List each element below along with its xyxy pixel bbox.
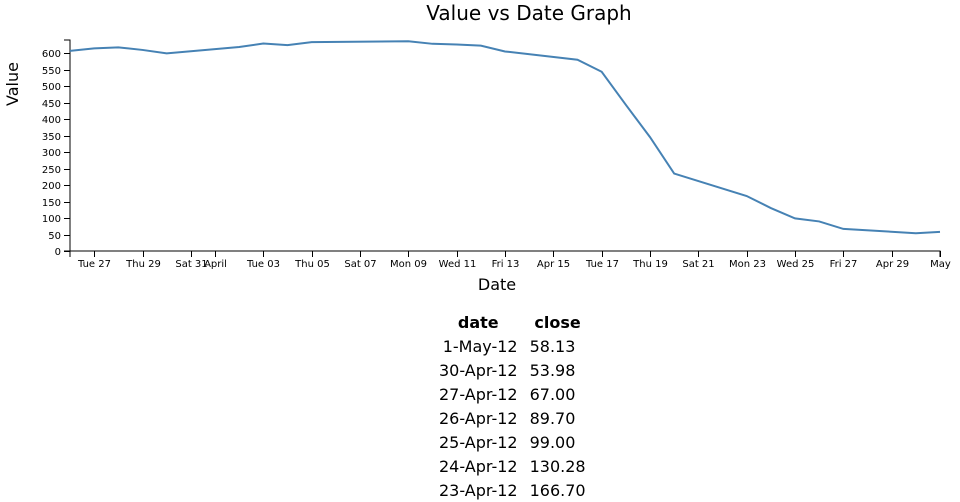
- x-tick-label: Fri 13: [492, 259, 520, 270]
- column-header-date: date: [457, 312, 499, 332]
- table-row: 27-Apr-12 67.00: [433, 382, 592, 406]
- y-axis-line: [64, 39, 71, 252]
- table-header-row: date close: [433, 310, 592, 334]
- y-tick-label: 200: [42, 181, 61, 192]
- x-tick-label: Thu 19: [632, 259, 668, 270]
- x-axis-label: Date: [478, 275, 516, 294]
- x-tick-label: Wed 11: [439, 259, 477, 270]
- table-cell-close: 58.13: [529, 336, 576, 356]
- x-tick-label: Tue 03: [246, 259, 280, 270]
- table-row: 30-Apr-12 53.98: [433, 358, 592, 382]
- x-tick-label: Fri 27: [830, 259, 858, 270]
- y-tick-label: 300: [42, 148, 61, 159]
- y-tick-label: 250: [42, 165, 61, 176]
- table-row: 23-Apr-12 166.70: [433, 478, 592, 502]
- x-tick-label: Sat 31: [175, 259, 207, 270]
- chart-container: Value vs Date Graph Value Date 0 50 100 150…: [3, 1, 951, 294]
- y-tick-label: 450: [42, 99, 61, 110]
- table-cell-close: 130.28: [529, 456, 586, 476]
- table-cell-close: 99.00: [529, 432, 576, 452]
- table-header: date close: [433, 310, 592, 334]
- table-row: 25-Apr-12 99.00: [433, 430, 592, 454]
- line-chart: Value vs Date Graph Value Date 0 50 100 150…: [3, 1, 951, 294]
- x-tick-label: Thu 05: [294, 259, 330, 270]
- y-tick-label: 500: [42, 82, 61, 93]
- table-cell-date: 23-Apr-12: [439, 480, 518, 500]
- table-cell-date: 1-May-12: [442, 336, 518, 356]
- y-tick-label: 550: [42, 66, 61, 77]
- y-tick-label: 0: [55, 247, 61, 258]
- table-cell-close: 67.00: [529, 384, 576, 404]
- table-cell-date: 26-Apr-12: [439, 408, 518, 428]
- y-tick-label: 350: [42, 132, 61, 143]
- x-tick-label: Wed 25: [777, 259, 815, 270]
- x-tick-label: April: [204, 259, 227, 270]
- x-tick-label: Apr 29: [876, 259, 909, 270]
- y-axis: 0 50 100 150 200 250 300 350 400 450 500 550 600: [42, 39, 71, 258]
- series-group: [69, 40, 941, 235]
- table-cell-date: 27-Apr-12: [439, 384, 518, 404]
- table-cell-close: 53.98: [529, 360, 576, 380]
- y-tick-label: 600: [42, 49, 61, 60]
- x-tick-label: Mon 23: [729, 259, 766, 270]
- table-row: 1-May-12 58.13: [433, 334, 592, 358]
- series-line: [69, 40, 941, 235]
- y-tick-label: 150: [42, 198, 61, 209]
- chart-title: Value vs Date Graph: [426, 1, 631, 25]
- x-tick-label: Sat 07: [344, 259, 376, 270]
- table-row: 26-Apr-12 89.70: [433, 406, 592, 430]
- table-cell-date: 24-Apr-12: [439, 456, 518, 476]
- y-tick-label: 100: [42, 214, 61, 225]
- table-body: 1-May-12 58.13 30-Apr-12 53.98 27-Apr-12 67.0…: [433, 334, 592, 502]
- x-tick-label: Apr 15: [537, 259, 570, 270]
- table-row: 24-Apr-12 130.28: [433, 454, 592, 478]
- table-cell-date: 30-Apr-12: [439, 360, 518, 380]
- y-axis-label: Value: [3, 62, 22, 106]
- column-header-close: close: [534, 312, 581, 332]
- x-tick-label: Thu 29: [125, 259, 161, 270]
- table-cell-date: 25-Apr-12: [439, 432, 518, 452]
- y-tick-label: 50: [48, 231, 61, 242]
- x-tick-label: May: [930, 259, 951, 270]
- table-cell-close: 166.70: [529, 480, 586, 500]
- x-tick-label: Tue 27: [77, 259, 111, 270]
- data-table: date close 1-May-12 58.13 30-Apr-12 53.98 27…: [433, 310, 592, 502]
- x-tick-label: Mon 09: [390, 259, 427, 270]
- x-tick-label: Sat 21: [682, 259, 714, 270]
- table-cell-close: 89.70: [529, 408, 576, 428]
- y-tick-label: 400: [42, 115, 61, 126]
- x-tick-label: Tue 17: [585, 259, 619, 270]
